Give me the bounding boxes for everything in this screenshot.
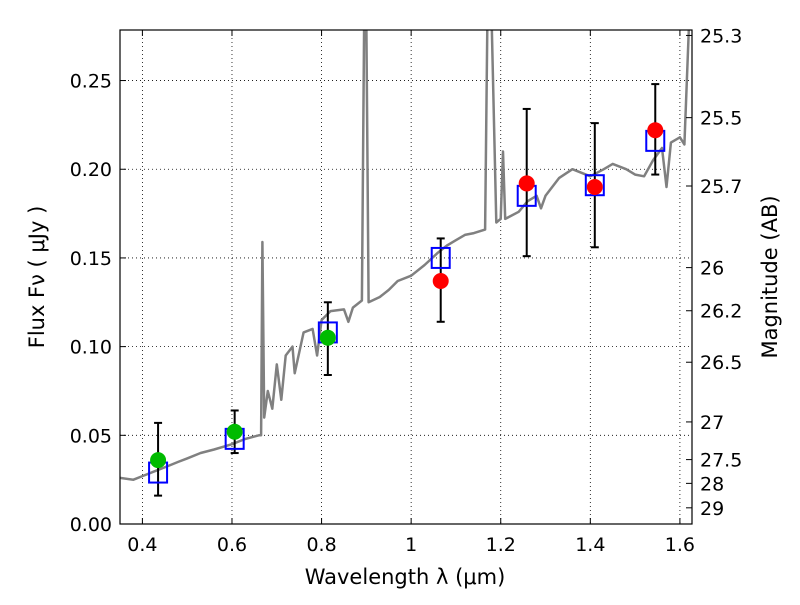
y-tick-label: 0.10 xyxy=(70,337,112,359)
x-tick-label: 1.2 xyxy=(486,534,516,556)
plot-frame xyxy=(119,29,693,525)
spectrum-line xyxy=(120,30,691,481)
right-tick-label: 26.5 xyxy=(700,352,742,374)
observed-point-green xyxy=(319,329,336,346)
right-axis-label: Magnitude (AB) xyxy=(758,195,782,358)
observed-point-red xyxy=(432,272,449,289)
x-tick-label: 0.6 xyxy=(217,534,247,556)
y-axis-label: Flux Fν ( μJy ) xyxy=(25,206,49,349)
x-tick-label: 1 xyxy=(405,534,417,556)
right-tick-label: 25.7 xyxy=(700,176,742,198)
y-tick-label: 0.20 xyxy=(70,159,112,181)
y-tick-label: 0.05 xyxy=(70,425,112,447)
plot-area xyxy=(120,30,691,497)
model-point xyxy=(430,246,451,269)
x-tick-label: 0.8 xyxy=(306,534,336,556)
axes: 0.4 0.6 0.8 1 1.2 1.4 1.6 0.00 0.05 0.10 0.15 0.20 0… xyxy=(70,25,743,556)
x-tick-label: 1.4 xyxy=(575,534,605,556)
y-tick-label: 0.25 xyxy=(70,71,112,93)
right-tick-label: 26 xyxy=(700,258,724,280)
right-tick-label: 27.5 xyxy=(700,450,742,472)
model-point xyxy=(584,174,605,197)
observed-point-green xyxy=(150,452,167,469)
observed-point-red xyxy=(647,122,664,139)
right-tick-label: 28 xyxy=(700,473,724,495)
right-tick-label: 25.3 xyxy=(700,25,742,47)
right-tick-label: 27 xyxy=(700,412,724,434)
y-tick-label: 0.00 xyxy=(70,514,112,536)
x-axis-label: Wavelength λ (μm) xyxy=(305,565,506,589)
x-tick-label: 1.6 xyxy=(665,534,695,556)
right-tick-label: 26.2 xyxy=(700,301,742,323)
y-tick-label: 0.15 xyxy=(70,248,112,270)
x-tick-label: 0.4 xyxy=(127,534,157,556)
observed-point-green xyxy=(226,423,243,440)
observed-point-red xyxy=(518,175,535,192)
observed-point-red xyxy=(586,178,603,195)
right-tick-label: 25.5 xyxy=(700,108,742,130)
right-tick-label: 29 xyxy=(700,498,724,520)
